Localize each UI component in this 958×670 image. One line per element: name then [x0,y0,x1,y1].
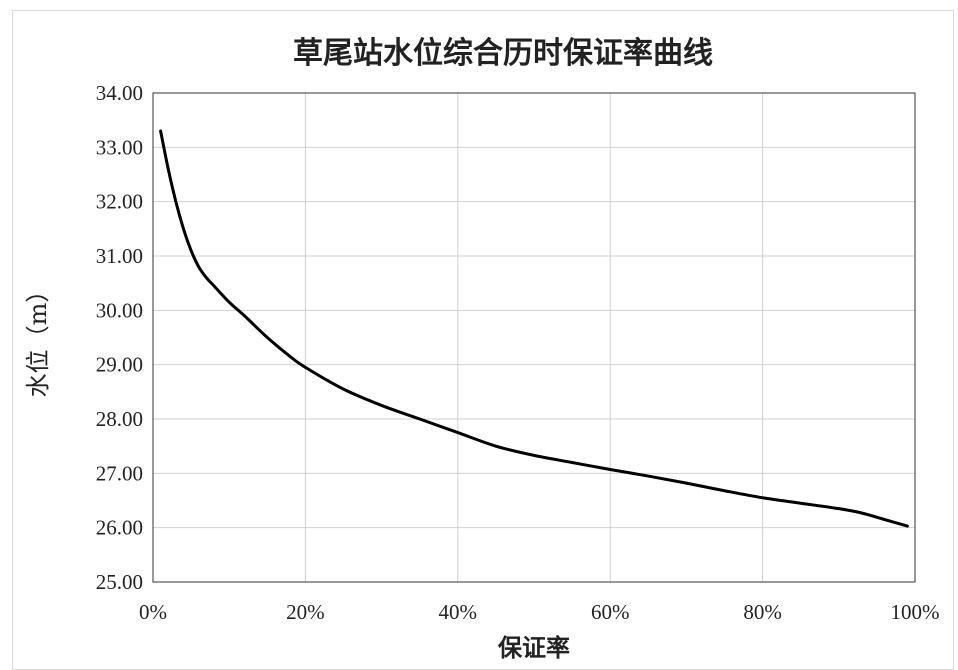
y-tick-label: 29.00 [96,353,143,377]
y-tick-label: 33.00 [96,135,143,159]
y-tick-label: 27.00 [96,461,143,485]
y-tick-label: 26.00 [96,516,143,540]
x-axis-ticks: 0% 20% 40% 60% 80% 100% [139,600,940,624]
y-tick-label: 34.00 [96,81,143,105]
y-tick-label: 28.00 [96,407,143,431]
x-axis-label: 保证率 [497,633,570,662]
y-tick-label: 31.00 [96,244,143,268]
x-tick-label: 100% [891,600,940,624]
y-tick-label: 25.00 [96,570,143,594]
x-tick-label: 80% [743,600,782,624]
x-tick-label: 20% [286,600,325,624]
y-axis-label: 水位（m） [24,279,52,398]
y-tick-label: 30.00 [96,298,143,322]
x-tick-label: 40% [439,600,478,624]
plot-area-border [152,92,916,583]
y-tick-label: 32.00 [96,190,143,214]
x-tick-label: 0% [139,600,167,624]
chart-title: 草尾站水位综合历时保证率曲线 [293,36,713,71]
chart-frame [12,10,954,670]
series-line [159,129,909,528]
x-tick-label: 60% [591,600,630,624]
y-axis-ticks: 25.00 26.00 27.00 28.00 29.00 30.00 31.00 32.00… [96,81,143,594]
